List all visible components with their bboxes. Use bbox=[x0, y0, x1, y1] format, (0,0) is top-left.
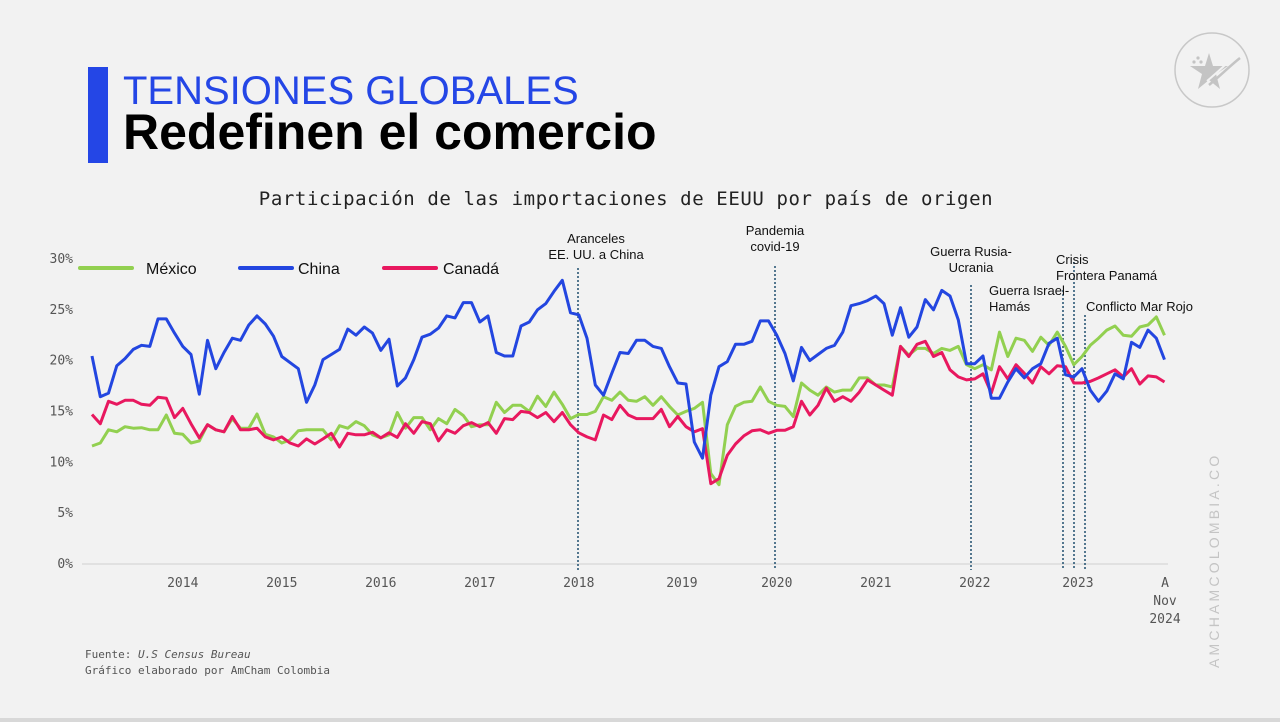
event-annotation-label: Crisis bbox=[1056, 252, 1089, 267]
page-title-line2: Redefinen el comercio bbox=[123, 104, 657, 160]
event-annotation-label: Conflicto Mar Rojo bbox=[1086, 299, 1193, 314]
bottom-divider bbox=[0, 718, 1280, 722]
x-tick-label: 2017 bbox=[464, 576, 495, 591]
x-tick-label: 2015 bbox=[266, 576, 297, 591]
x-tick-label: 2014 bbox=[167, 576, 198, 591]
event-annotation-label: Frontera Panamá bbox=[1056, 268, 1158, 283]
x-tick-label: 2016 bbox=[365, 576, 396, 591]
x-tick-label: 2021 bbox=[860, 576, 891, 591]
event-annotation-label: Ucrania bbox=[949, 260, 995, 275]
title-accent-bar bbox=[88, 67, 108, 163]
event-annotation-label: Aranceles bbox=[567, 231, 625, 246]
series-line-mexico bbox=[91, 315, 1166, 487]
legend-label: México bbox=[146, 261, 197, 278]
event-annotation-label: Hamás bbox=[989, 299, 1031, 314]
source-line: Fuente: U.S Census Bureau bbox=[85, 648, 251, 661]
amcham-star-logo-icon bbox=[1174, 32, 1250, 108]
x-tick-label: 2020 bbox=[761, 576, 792, 591]
legend-item: Canadá bbox=[382, 261, 499, 278]
legend-item: China bbox=[238, 261, 340, 278]
source-value: U.S Census Bureau bbox=[137, 648, 251, 661]
legend-label: Canadá bbox=[443, 261, 499, 278]
event-annotation-label: covid-19 bbox=[750, 239, 799, 254]
x-tick-label: 2022 bbox=[959, 576, 990, 591]
series-line-canada bbox=[90, 339, 1166, 486]
y-tick-label: 15% bbox=[50, 404, 74, 419]
x-tick-label-last: 2024 bbox=[1149, 612, 1180, 627]
legend-label: China bbox=[298, 261, 340, 278]
y-tick-label: 30% bbox=[50, 252, 74, 267]
event-annotation-label: Pandemia bbox=[746, 223, 805, 238]
x-tick-label: 2018 bbox=[563, 576, 594, 591]
y-tick-label: 0% bbox=[57, 557, 73, 572]
x-tick-label: 2023 bbox=[1062, 576, 1093, 591]
source-label: Fuente: bbox=[85, 648, 138, 661]
y-tick-label: 10% bbox=[50, 455, 74, 470]
x-tick-label-last: Nov bbox=[1153, 594, 1177, 609]
event-annotation-label: Guerra Israel- bbox=[989, 283, 1069, 298]
y-tick-label: 25% bbox=[50, 303, 74, 318]
page-title-line1: TENSIONES GLOBALES bbox=[123, 69, 579, 113]
legend-item: México bbox=[78, 261, 197, 278]
event-annotation-label: Guerra Rusia- bbox=[930, 244, 1012, 259]
y-tick-label: 5% bbox=[57, 506, 73, 521]
y-tick-label: 20% bbox=[50, 354, 74, 369]
credit-line: Gráfico elaborado por AmCham Colombia bbox=[85, 664, 331, 677]
event-annotation-label: EE. UU. a China bbox=[548, 247, 644, 262]
series-line-china bbox=[90, 278, 1166, 460]
x-tick-label: 2019 bbox=[666, 576, 697, 591]
x-tick-label-last: A bbox=[1161, 576, 1169, 591]
chart-title: Participación de las importaciones de EE… bbox=[259, 188, 993, 210]
